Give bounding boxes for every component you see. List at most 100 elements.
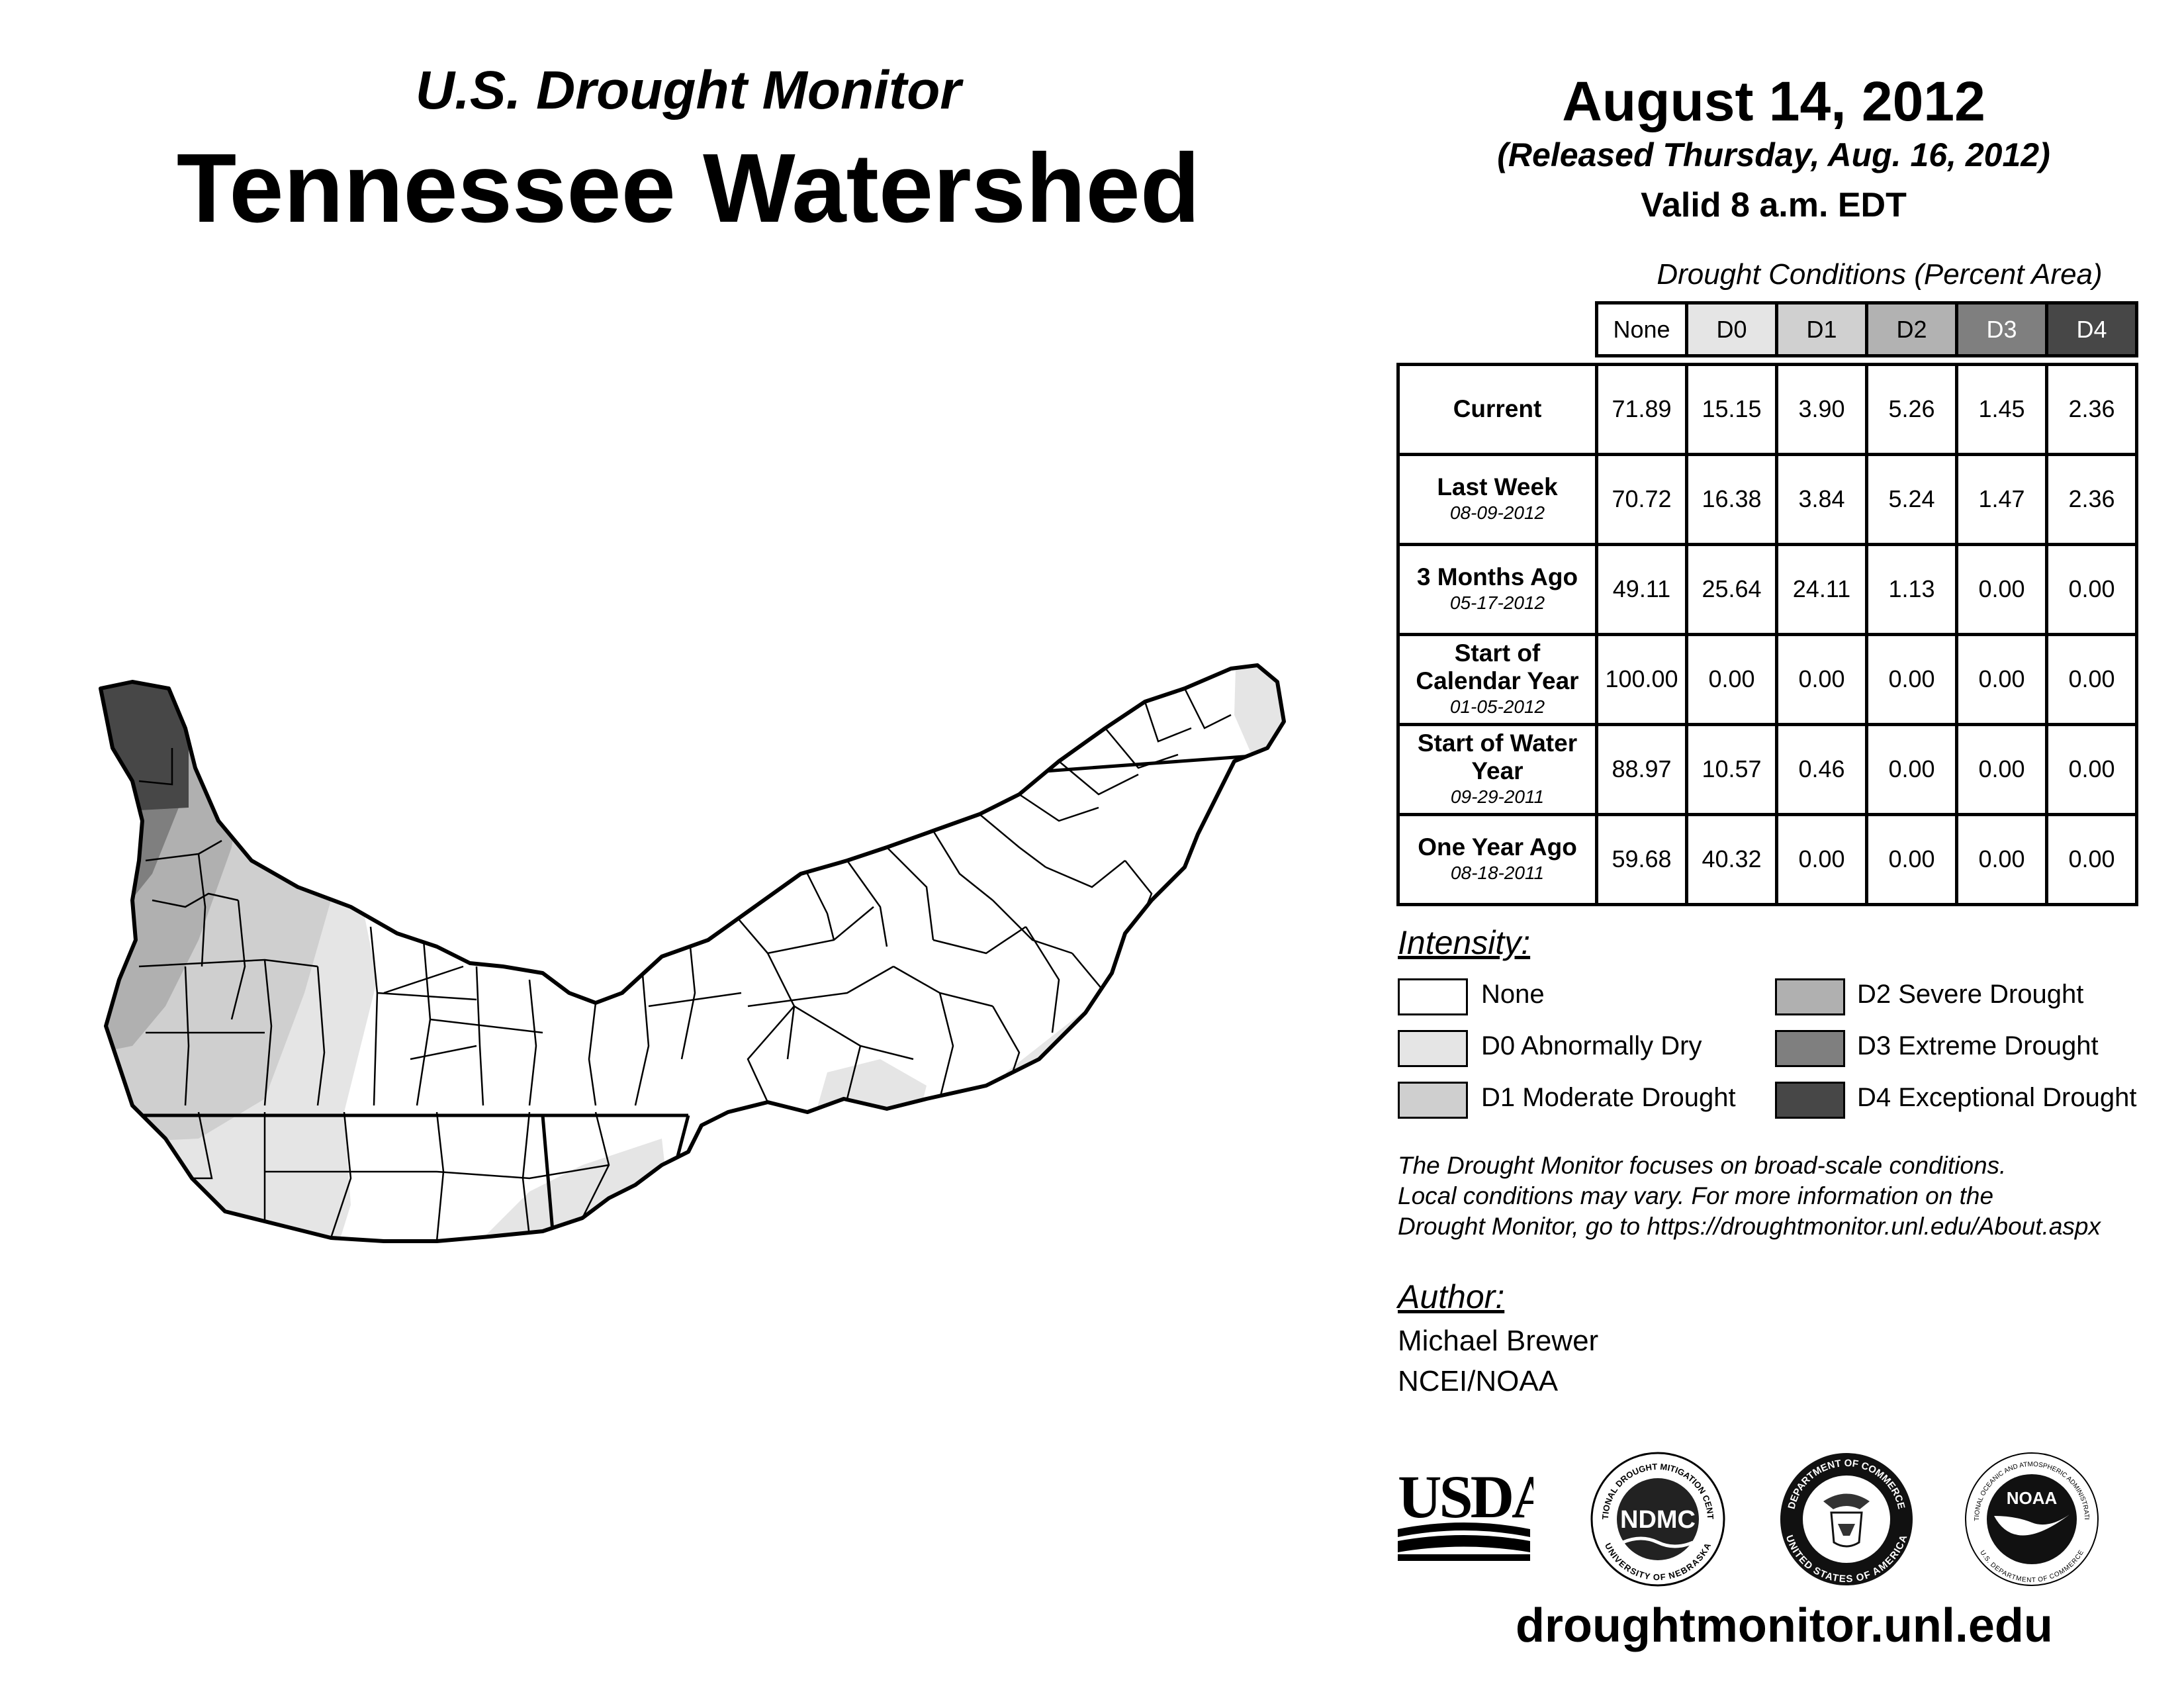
ndmc-logo: NDMC NATIONAL DROUGHT MITIGATION CENTER … [1588, 1450, 1725, 1587]
website-url[interactable]: droughtmonitor.unl.edu [1516, 1599, 2053, 1652]
cell-value: 59.68 [1595, 812, 1688, 906]
eagle-icon [1823, 1493, 1870, 1509]
legend-swatch-none [1398, 978, 1468, 1015]
cell-value: 1.45 [1955, 362, 2048, 456]
cell-value: 2.36 [2045, 362, 2138, 456]
subtitle: U.S. Drought Monitor [415, 60, 962, 120]
legend-swatch-d3 [1775, 1030, 1845, 1067]
noaa-logo: NOAA NATIONAL OCEANIC AND ATMOSPHERIC AD… [1962, 1450, 2099, 1586]
valid-time: Valid 8 a.m. EDT [1641, 186, 1907, 224]
column-header-d4: D4 [2045, 301, 2138, 357]
cell-value: 0.00 [1865, 722, 1958, 816]
cell-value: 49.11 [1595, 542, 1688, 636]
cell-value: 1.47 [1955, 452, 2048, 546]
row-label-text: 3 Months Ago [1416, 563, 1578, 590]
cell-value: 0.00 [1955, 722, 2048, 816]
cell-value: 100.00 [1595, 632, 1688, 726]
ndmc-logo-text: NDMC [1620, 1506, 1696, 1534]
row-label-text: Current [1453, 395, 1542, 422]
watershed-outline [99, 663, 1286, 1243]
note-line: Drought Monitor, go to https://droughtmo… [1398, 1213, 2101, 1240]
legend-label: D4 Exceptional Drought [1857, 1083, 2137, 1112]
legend-swatch-d4 [1775, 1082, 1845, 1119]
row-label-text: One Year Ago [1418, 833, 1577, 861]
table-row: Last Week 08-09-2012 70.72 16.38 3.84 5.2… [1396, 452, 2138, 546]
cell-value: 3.84 [1775, 452, 1868, 546]
department-of-commerce-seal: DEPARTMENT OF COMMERCE UNITED STATES OF … [1780, 1453, 1913, 1585]
legend-label: D2 Severe Drought [1857, 980, 2084, 1009]
table-row: Start of Calendar Year 01-05-2012 100.00 … [1396, 632, 2138, 726]
cell-value: 3.90 [1775, 362, 1868, 456]
noaa-logo-text: NOAA [2007, 1488, 2058, 1508]
cell-value: 16.38 [1685, 452, 1778, 546]
note-line: Local conditions may vary. For more info… [1398, 1182, 1994, 1209]
author-block: Michael Brewer NCEI/NOAA [1398, 1321, 1598, 1401]
map-date: August 14, 2012 [1562, 70, 1985, 132]
row-label-text: Start of Calendar Year [1416, 639, 1579, 694]
cell-value: 15.15 [1685, 362, 1778, 456]
row-label: Start of Water Year 09-29-2011 [1396, 722, 1598, 816]
author-org: NCEI/NOAA [1398, 1365, 1559, 1397]
row-label-text: Start of Water Year [1417, 729, 1578, 784]
table-row: 3 Months Ago 05-17-2012 49.11 25.64 24.11… [1396, 542, 2138, 636]
legend-swatch-d0 [1398, 1030, 1468, 1067]
row-label: Start of Calendar Year 01-05-2012 [1396, 632, 1598, 726]
legend-label: None [1481, 980, 1545, 1009]
page-title: Tennessee Watershed [176, 134, 1201, 243]
cell-value: 0.00 [2045, 722, 2138, 816]
cell-value: 5.24 [1865, 452, 1958, 546]
cell-value: 0.00 [1865, 632, 1958, 726]
column-header-d3: D3 [1955, 301, 2048, 357]
legend-swatch-d2 [1775, 978, 1845, 1015]
column-header-d0: D0 [1685, 301, 1778, 357]
row-label: Current [1396, 362, 1598, 456]
cell-value: 0.46 [1775, 722, 1868, 816]
cell-value: 88.97 [1595, 722, 1688, 816]
table-title: Drought Conditions (Percent Area) [1657, 258, 2103, 291]
note-line: The Drought Monitor focuses on broad-sca… [1398, 1152, 2007, 1179]
row-label: Last Week 08-09-2012 [1396, 452, 1598, 546]
cell-value: 25.64 [1685, 542, 1778, 636]
cell-value: 24.11 [1775, 542, 1868, 636]
row-date: 01-05-2012 [1449, 696, 1545, 717]
column-header-d2: D2 [1865, 301, 1958, 357]
drought-conditions-table: None D0 D1 D2 D3 D4 Current 71.89 15.15 … [1396, 301, 2138, 906]
drought-map [99, 663, 1286, 1243]
cell-value: 0.00 [1775, 632, 1868, 726]
cell-value: 10.57 [1685, 722, 1778, 816]
column-header-none: None [1595, 301, 1688, 357]
cell-value: 2.36 [2045, 452, 2138, 546]
cell-value: 71.89 [1595, 362, 1688, 456]
cell-value: 0.00 [1955, 812, 2048, 906]
legend-label: D1 Moderate Drought [1481, 1083, 1736, 1112]
county-boundaries [138, 688, 1232, 1241]
legend-label: D0 Abnormally Dry [1481, 1031, 1702, 1060]
table-row: One Year Ago 08-18-2011 59.68 40.32 0.00 … [1396, 812, 2138, 906]
cell-value: 1.13 [1865, 542, 1958, 636]
row-label-text: Last Week [1437, 473, 1558, 500]
row-date: 08-09-2012 [1449, 502, 1545, 523]
row-label: One Year Ago 08-18-2011 [1396, 812, 1598, 906]
table-row: Start of Water Year 09-29-2011 88.97 10.5… [1396, 722, 2138, 816]
legend-label: D3 Extreme Drought [1857, 1031, 2099, 1060]
column-header-d1: D1 [1775, 301, 1868, 357]
map-d4-area [101, 665, 189, 814]
release-date: (Released Thursday, Aug. 16, 2012) [1497, 136, 2050, 173]
disclaimer-note: The Drought Monitor focuses on broad-sca… [1398, 1150, 2101, 1242]
cell-value: 0.00 [1955, 632, 2048, 726]
cell-value: 0.00 [2045, 812, 2138, 906]
cell-value: 70.72 [1595, 452, 1688, 546]
author-name: Michael Brewer [1398, 1325, 1599, 1357]
usda-logo-text: USDA [1398, 1463, 1533, 1530]
row-date: 09-29-2011 [1450, 786, 1545, 807]
table-corner [1398, 303, 1597, 356]
cell-value: 0.00 [1685, 632, 1778, 726]
cell-value: 0.00 [1955, 542, 2048, 636]
row-date: 08-18-2011 [1450, 863, 1545, 883]
cell-value: 0.00 [2045, 542, 2138, 636]
author-title: Author: [1398, 1278, 1505, 1315]
cell-value: 0.00 [1865, 812, 1958, 906]
row-label: 3 Months Ago 05-17-2012 [1396, 542, 1598, 636]
row-date: 05-17-2012 [1449, 592, 1545, 613]
cell-value: 40.32 [1685, 812, 1778, 906]
